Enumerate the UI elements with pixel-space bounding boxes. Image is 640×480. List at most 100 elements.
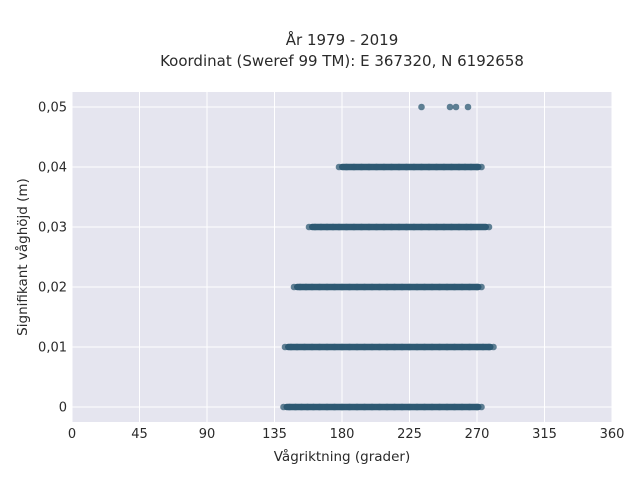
data-point xyxy=(448,223,455,231)
data-point xyxy=(302,283,310,291)
data-point xyxy=(440,163,448,171)
data-point xyxy=(358,223,365,231)
data-point xyxy=(353,403,361,411)
data-point xyxy=(448,163,455,171)
data-point xyxy=(433,163,440,171)
x-tick-labels: 0 45 90 135 180 225 270 315 360 xyxy=(68,427,625,442)
data-point xyxy=(464,103,472,111)
data-point xyxy=(418,103,425,111)
data-point xyxy=(443,343,451,351)
data-point xyxy=(458,403,466,411)
data-point xyxy=(461,163,469,171)
data-point xyxy=(440,223,448,231)
y-tick-label: 0,01 xyxy=(38,341,67,356)
data-point xyxy=(391,403,398,411)
data-point xyxy=(383,283,391,291)
data-point xyxy=(425,163,433,171)
data-point xyxy=(335,163,343,171)
y-tick-label: 0,04 xyxy=(38,161,67,176)
data-point xyxy=(376,403,383,411)
data-point xyxy=(353,283,361,291)
data-point xyxy=(308,343,316,351)
data-point xyxy=(421,343,428,351)
data-point xyxy=(338,283,346,291)
data-point xyxy=(451,403,458,411)
y-tick-labels: 0 0,01 0,02 0,03 0,04 0,05 xyxy=(38,101,67,416)
data-point xyxy=(311,223,319,231)
data-point xyxy=(305,223,313,231)
data-point xyxy=(473,343,481,351)
data-point xyxy=(304,403,311,411)
data-point xyxy=(406,283,413,291)
data-point xyxy=(287,343,295,351)
x-tick-label: 225 xyxy=(397,427,422,442)
data-point xyxy=(466,343,473,351)
data-point xyxy=(436,403,443,411)
data-point xyxy=(286,403,293,411)
data-point xyxy=(298,403,305,411)
data-point xyxy=(418,163,425,171)
data-point xyxy=(458,283,466,291)
y-axis-label: Signifikant våghöjd (m) xyxy=(14,178,31,336)
data-point xyxy=(296,283,304,291)
data-point xyxy=(403,223,410,231)
data-point xyxy=(361,343,368,351)
data-point xyxy=(350,223,358,231)
data-point xyxy=(490,343,497,351)
data-point xyxy=(388,163,395,171)
x-tick-label: 45 xyxy=(131,427,148,442)
data-point xyxy=(421,283,428,291)
data-point xyxy=(406,343,413,351)
data-point xyxy=(316,283,323,291)
x-tick-label: 270 xyxy=(465,427,490,442)
data-point xyxy=(436,343,443,351)
data-point xyxy=(353,343,361,351)
data-point xyxy=(329,223,337,231)
data-point xyxy=(436,283,443,291)
x-tick-label: 90 xyxy=(199,427,216,442)
data-point xyxy=(383,403,391,411)
data-point xyxy=(335,223,343,231)
data-point xyxy=(467,223,475,231)
data-point xyxy=(406,403,413,411)
data-point xyxy=(310,403,317,411)
y-tick-label: 0 xyxy=(59,401,67,416)
data-point xyxy=(455,163,463,171)
data-point xyxy=(410,163,418,171)
data-point xyxy=(421,403,428,411)
data-point xyxy=(398,283,406,291)
data-point xyxy=(316,343,323,351)
data-point xyxy=(380,223,388,231)
data-point xyxy=(358,163,365,171)
data-point xyxy=(376,343,383,351)
data-point xyxy=(410,223,418,231)
data-point xyxy=(398,403,406,411)
data-point xyxy=(368,343,376,351)
data-point xyxy=(452,103,460,111)
data-point xyxy=(425,223,433,231)
data-point xyxy=(317,223,325,231)
x-tick-label: 315 xyxy=(532,427,557,442)
data-point xyxy=(428,403,436,411)
y-tick-label: 0,05 xyxy=(38,101,67,116)
y-tick-label: 0,02 xyxy=(38,281,67,296)
data-point xyxy=(361,283,368,291)
data-point xyxy=(290,283,298,291)
x-tick-label: 135 xyxy=(262,427,287,442)
data-point xyxy=(373,223,380,231)
data-point xyxy=(428,283,436,291)
data-point xyxy=(398,343,406,351)
data-point xyxy=(418,223,425,231)
x-tick-label: 360 xyxy=(600,427,625,442)
data-point xyxy=(413,403,421,411)
data-point xyxy=(478,163,485,171)
data-point xyxy=(443,403,451,411)
data-point xyxy=(395,223,403,231)
data-point xyxy=(323,343,331,351)
data-point xyxy=(368,403,376,411)
data-point xyxy=(478,403,485,411)
data-points xyxy=(280,103,497,411)
chart-title-line1: År 1979 - 2019 xyxy=(286,30,399,49)
data-point xyxy=(479,343,487,351)
data-point xyxy=(323,223,331,231)
